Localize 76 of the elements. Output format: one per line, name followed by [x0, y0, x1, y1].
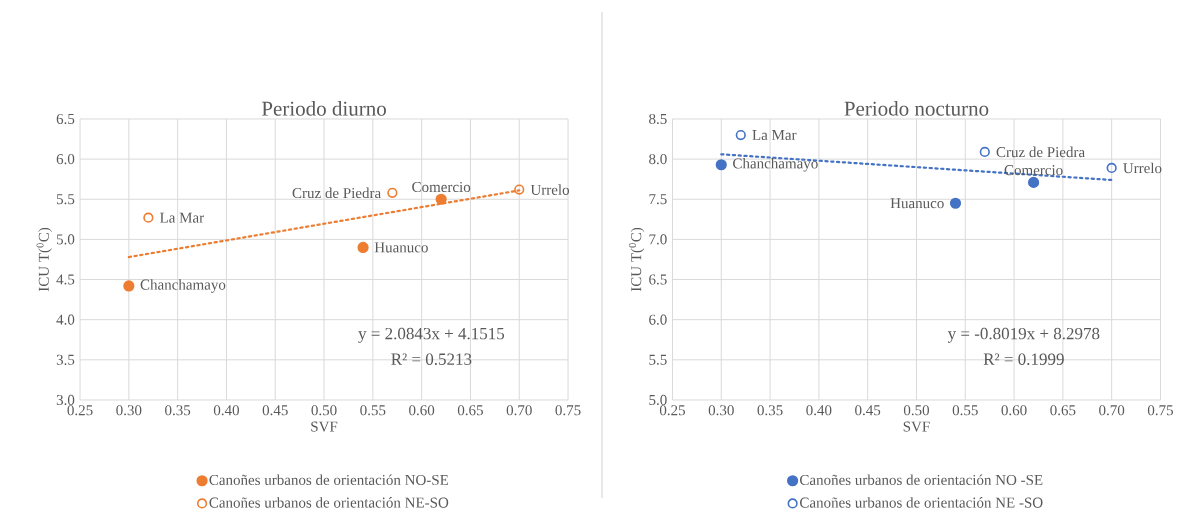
y-tick-label: 7.5: [649, 194, 667, 205]
x-tick-label: 0.70: [506, 405, 532, 416]
y-tick-label: 3.5: [56, 354, 75, 365]
y-tick-label: 5.5: [649, 354, 667, 365]
point: [123, 280, 135, 292]
point: [1106, 162, 1117, 174]
x-tick-label: 0.35: [757, 405, 783, 416]
x-tick-label: 0.40: [213, 405, 239, 416]
y-tick-label: 5.0: [649, 394, 667, 406]
x-tick-label: 0.55: [360, 405, 386, 416]
x-tick-label: 0.40: [806, 405, 832, 416]
y-tick-label: 5.0: [56, 234, 75, 245]
x-axis-title: SVF: [311, 421, 338, 432]
y-tick-label: 8.0: [649, 154, 667, 165]
legend-label: Canoñes urbanos de orientación NE -SO: [800, 497, 1043, 508]
x-axis-title: SVF: [903, 421, 930, 432]
point: [514, 184, 525, 195]
x-tick-label: 0.60: [409, 405, 435, 416]
point: [715, 159, 727, 171]
x-tick-label: 0.45: [262, 405, 288, 416]
annotation: Chanchamayo: [140, 279, 226, 293]
y-axis-title: ICU T($^{0}$C): [628, 227, 645, 292]
annotation: Huanuco: [890, 198, 944, 209]
y-tick-label: 3.0: [56, 394, 75, 406]
x-tick-label: 0.55: [952, 405, 978, 416]
x-tick-label: 0.30: [708, 405, 734, 416]
annotation: Cruz de Piedra: [292, 187, 381, 199]
y-tick-label: 8.5: [649, 113, 667, 125]
x-tick-label: 0.75: [555, 405, 581, 416]
y-tick-label: 6.5: [56, 113, 75, 125]
annotation: Comercio: [1004, 165, 1063, 176]
annotation: Huanuco: [374, 242, 428, 253]
annotation: La Mar: [752, 130, 797, 140]
point: [143, 212, 154, 223]
annotation: Urrelo: [1123, 162, 1162, 174]
point: [357, 241, 369, 254]
annotation: y = -0.8019x + 8.2978: [947, 327, 1100, 343]
y-tick-label: 4.0: [56, 314, 75, 325]
annotation: R² = 0.1999: [983, 353, 1064, 365]
x-tick-label: 0.70: [1099, 405, 1125, 416]
x-tick-label: 0.50: [903, 405, 930, 416]
point: [387, 187, 398, 198]
annotation: Cruz de Piedra: [996, 146, 1085, 158]
chart-title: Periodo diurno: [261, 101, 386, 116]
x-tick-label: 0.30: [116, 405, 142, 416]
x-tick-label: 0.60: [1001, 405, 1027, 416]
legend-label: Canoñes urbanos de orientación NO-SE: [209, 474, 449, 485]
x-tick-label: 0.35: [165, 405, 191, 416]
x-tick-label: 0.45: [855, 405, 881, 416]
y-tick-label: 7.0: [649, 234, 667, 245]
y-tick-label: 5.5: [56, 194, 75, 205]
point: [979, 146, 990, 157]
legend-label: Canoñes urbanos de orientación NE-SO: [209, 497, 449, 508]
annotation: Comercio: [412, 181, 471, 193]
y-tick-label: 6.5: [649, 274, 667, 285]
y-axis-title: ICU T($^{0}$C): [36, 227, 52, 292]
point: [949, 197, 962, 209]
x-tick-label: 0.75: [1147, 405, 1173, 416]
x-tick-label: 0.50: [311, 405, 337, 416]
x-tick-label: 0.25: [659, 405, 686, 416]
annotation: La Mar: [160, 212, 204, 223]
y-tick-label: 6.0: [56, 154, 75, 165]
point: [1027, 176, 1040, 188]
y-tick-label: 6.0: [649, 314, 667, 325]
x-tick-label: 0.65: [457, 405, 483, 416]
annotation: Urrelo: [530, 184, 570, 195]
x-tick-label: 0.25: [67, 405, 93, 416]
point: [435, 193, 447, 205]
y-tick-label: 4.5: [56, 274, 75, 285]
legend-label: Canoñes urbanos de orientación NO -SE: [800, 474, 1043, 485]
point: [735, 129, 746, 141]
annotation: y = 2.0843x + 4.1515: [358, 327, 505, 343]
chart-title: Periodo nocturno: [844, 101, 989, 116]
x-tick-label: 0.65: [1050, 405, 1076, 416]
annotation: Chanchamayo: [733, 157, 818, 172]
annotation: R² = 0.5213: [391, 353, 472, 365]
